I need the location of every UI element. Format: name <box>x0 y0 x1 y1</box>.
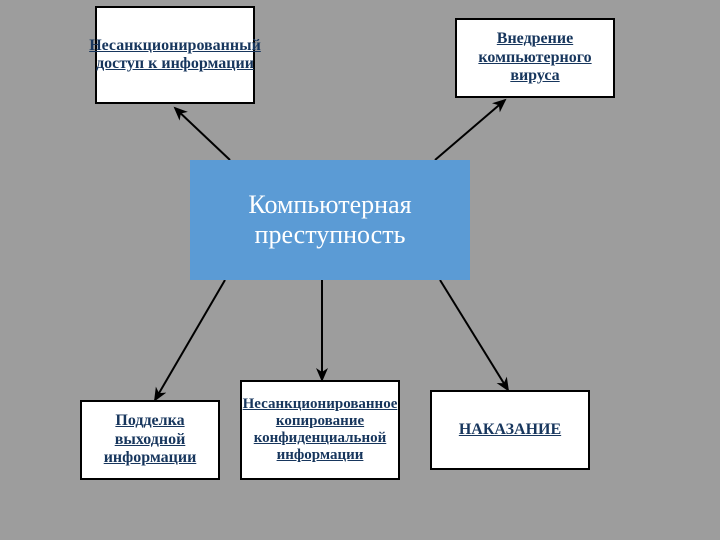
node-unauth-copy[interactable]: Несанкционированное копирование конфиден… <box>240 380 400 480</box>
node-unauth-access[interactable]: Несанкционированный доступ к информации <box>95 6 255 104</box>
node-label: НАКАЗАНИЕ <box>459 421 561 439</box>
connector-arrow <box>175 108 230 160</box>
connector-arrow <box>155 280 225 400</box>
diagram-canvas: Компьютерная преступность Несанкциониров… <box>0 0 720 540</box>
node-label: Подделка выходной информации <box>88 412 212 467</box>
node-punishment[interactable]: НАКАЗАНИЕ <box>430 390 590 470</box>
connector-arrow <box>435 100 505 160</box>
node-label: Несанкционированный доступ к информации <box>89 37 261 74</box>
node-virus[interactable]: Внедрение компьютерного вируса <box>455 18 615 98</box>
node-forgery[interactable]: Подделка выходной информации <box>80 400 220 480</box>
center-label: Компьютерная преступность <box>201 190 459 250</box>
center-node: Компьютерная преступность <box>190 160 470 280</box>
node-label: Несанкционированное копирование конфиден… <box>243 396 398 465</box>
node-label: Внедрение компьютерного вируса <box>463 30 607 85</box>
connector-arrow <box>440 280 508 390</box>
